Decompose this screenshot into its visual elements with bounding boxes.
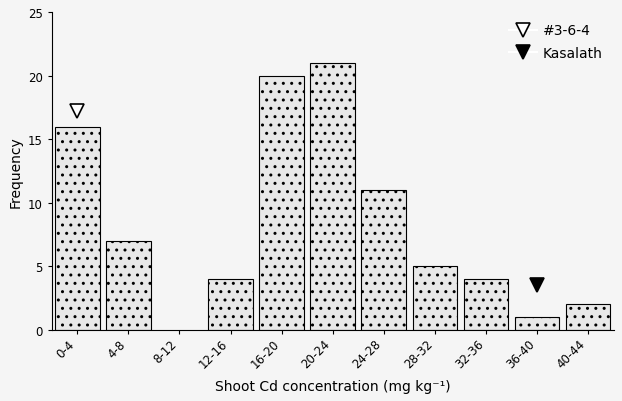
Bar [208,279,253,330]
X-axis label: Shoot Cd concentration (mg kg⁻¹): Shoot Cd concentration (mg kg⁻¹) [215,379,450,393]
Bar [463,279,508,330]
Bar [412,267,457,330]
Bar [310,64,355,330]
Bar [55,128,100,330]
Y-axis label: Frequency: Frequency [8,136,22,207]
Bar [106,241,151,330]
Bar [259,77,304,330]
Bar [514,318,559,330]
Legend: #3-6-4, Kasalath: #3-6-4, Kasalath [505,20,606,65]
Bar [566,305,610,330]
Bar [361,191,406,330]
